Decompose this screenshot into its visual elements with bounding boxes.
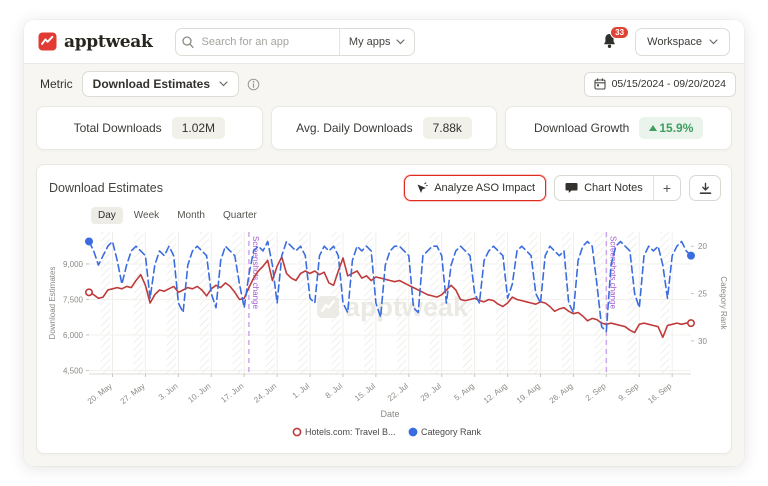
my-apps-label: My apps: [348, 35, 391, 48]
svg-text:9,000: 9,000: [63, 260, 84, 269]
chart-panel: Download Estimates Analyze ASO Impact: [36, 164, 732, 454]
stat-avg-daily-downloads: Avg. Daily Downloads 7.88k: [270, 106, 498, 150]
chart-notes-button[interactable]: Chart Notes: [555, 176, 653, 200]
tab-week[interactable]: Week: [133, 210, 160, 221]
svg-text:6,000: 6,000: [63, 331, 84, 340]
page-content: Metric Download Estimates: [24, 64, 744, 466]
svg-text:5. Aug: 5. Aug: [452, 381, 475, 402]
chart-title: Download Estimates: [49, 181, 163, 195]
analyze-aso-impact-label: Analyze ASO Impact: [434, 182, 536, 194]
svg-text:15. Jul: 15. Jul: [353, 381, 377, 403]
cursor-click-icon: [417, 181, 428, 193]
app-search-group: My apps: [174, 27, 415, 56]
date-range-value: 05/15/2024 - 09/20/2024: [611, 78, 726, 90]
svg-text:10. Jun: 10. Jun: [186, 381, 212, 404]
stat-value-badge: 7.88k: [422, 117, 472, 139]
metric-label: Metric: [40, 77, 73, 91]
search-icon: [181, 35, 194, 48]
svg-text:1. Jul: 1. Jul: [291, 381, 312, 400]
svg-text:27. May: 27. May: [119, 381, 147, 406]
apptweak-logo[interactable]: apptweak: [38, 32, 153, 52]
svg-text:apptweak: apptweak: [345, 292, 469, 322]
logo-wordmark: apptweak: [64, 31, 153, 52]
app-window: apptweak My apps 33: [24, 20, 744, 466]
svg-text:20: 20: [698, 242, 707, 251]
stats-row: Total Downloads 1.02M Avg. Daily Downloa…: [36, 106, 733, 150]
svg-text:7,500: 7,500: [63, 295, 84, 304]
top-navbar: apptweak My apps 33: [24, 20, 744, 64]
notifications-button[interactable]: 33: [601, 25, 630, 52]
chevron-down-icon: [709, 38, 718, 44]
chevron-down-icon: [395, 38, 405, 44]
svg-text:22. Jul: 22. Jul: [386, 381, 410, 403]
notification-count-badge: 33: [610, 25, 630, 39]
navbar-right: 33 Workspace: [601, 25, 730, 56]
svg-text:2. Sep: 2. Sep: [584, 381, 608, 403]
growth-up-arrow-icon: [649, 125, 658, 131]
metric-select[interactable]: Download Estimates: [81, 71, 240, 97]
stat-value-badge: 15.9%: [639, 117, 704, 139]
stat-label: Download Growth: [533, 121, 630, 135]
svg-text:12. Aug: 12. Aug: [482, 381, 509, 405]
plus-icon: +: [662, 180, 671, 196]
metric-value: Download Estimates: [92, 77, 211, 91]
search-input[interactable]: [197, 35, 339, 48]
metric-bar: Metric Download Estimates: [24, 64, 744, 104]
download-icon: [699, 182, 711, 194]
workspace-dropdown[interactable]: Workspace: [635, 27, 730, 56]
date-range-picker[interactable]: 05/15/2024 - 09/20/2024: [583, 71, 736, 97]
add-note-button[interactable]: +: [652, 176, 680, 200]
svg-text:9. Sep: 9. Sep: [617, 381, 641, 403]
chart-toolbar: Analyze ASO Impact Chart Notes +: [404, 175, 721, 201]
svg-text:26. Aug: 26. Aug: [548, 381, 575, 405]
svg-text:8. Jul: 8. Jul: [324, 381, 345, 400]
speech-bubble-icon: [565, 183, 578, 193]
svg-text:Category Rank: Category Rank: [719, 276, 728, 330]
svg-text:Screenshots change: Screenshots change: [608, 236, 617, 309]
apptweak-logo-icon: [38, 32, 57, 51]
granularity-tabs: Day Week Month Quarter: [91, 207, 731, 224]
stat-total-downloads: Total Downloads 1.02M: [36, 106, 263, 150]
chevron-down-icon: [219, 81, 228, 87]
svg-text:16. Sep: 16. Sep: [646, 381, 674, 405]
stat-value-badge: 1.02M: [171, 117, 226, 139]
svg-text:4,500: 4,500: [63, 366, 84, 375]
tab-quarter[interactable]: Quarter: [222, 210, 257, 221]
svg-text:3. Jun: 3. Jun: [157, 381, 180, 402]
download-chart-button[interactable]: [689, 175, 721, 201]
svg-text:19. Aug: 19. Aug: [515, 381, 542, 405]
svg-text:Download Estimates: Download Estimates: [48, 267, 57, 340]
stat-label: Avg. Daily Downloads: [296, 121, 413, 135]
chart-notes-group: Chart Notes +: [554, 175, 681, 201]
tab-day[interactable]: Day: [91, 207, 123, 224]
chart-notes-label: Chart Notes: [584, 182, 643, 194]
svg-text:25: 25: [698, 290, 707, 299]
tab-month[interactable]: Month: [177, 210, 205, 221]
analyze-aso-impact-button[interactable]: Analyze ASO Impact: [404, 175, 547, 201]
svg-text:30: 30: [698, 337, 707, 346]
svg-text:Screenshots change: Screenshots change: [251, 236, 260, 309]
workspace-label: Workspace: [647, 35, 702, 48]
svg-text:Date: Date: [380, 409, 399, 419]
info-icon[interactable]: [247, 78, 260, 91]
svg-text:Category Rank: Category Rank: [421, 427, 482, 437]
stat-label: Total Downloads: [73, 121, 162, 135]
svg-text:17. Jun: 17. Jun: [219, 381, 245, 404]
svg-text:Hotels.com: Travel B...: Hotels.com: Travel B...: [305, 427, 396, 437]
my-apps-dropdown[interactable]: My apps: [338, 28, 414, 55]
stat-download-growth: Download Growth 15.9%: [505, 106, 733, 150]
chart-panel-header: Download Estimates Analyze ASO Impact: [37, 165, 731, 201]
svg-text:29. Jul: 29. Jul: [419, 381, 443, 403]
download-estimates-chart[interactable]: apptweak Screenshots change Screenshots ch…: [45, 226, 729, 448]
svg-text:20. May: 20. May: [86, 381, 114, 406]
calendar-icon: [594, 78, 606, 90]
svg-text:24. Jun: 24. Jun: [252, 381, 278, 404]
